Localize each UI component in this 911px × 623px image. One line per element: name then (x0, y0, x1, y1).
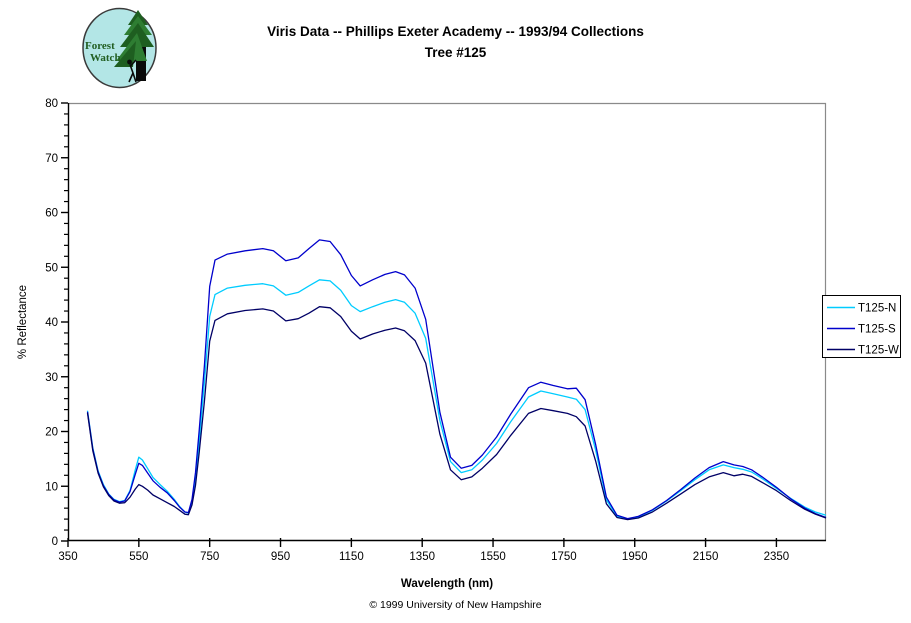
y-tick-label: 70 (45, 153, 58, 165)
copyright: © 1999 University of New Hampshire (369, 599, 542, 611)
title-line-1: Viris Data -- Phillips Exeter Academy --… (267, 24, 644, 39)
series-line-T125-S (86, 239, 827, 520)
plot-border (68, 102, 827, 541)
y-tick-label: 30 (45, 372, 58, 384)
x-tick-label: 550 (129, 551, 148, 563)
x-tick-label: 1750 (551, 551, 577, 563)
y-tick-label: 60 (45, 208, 58, 220)
x-tick-label: 2150 (693, 551, 719, 563)
legend-label: T125-N (858, 303, 896, 315)
x-tick-label: 1150 (339, 551, 364, 563)
x-tick-label: 1350 (409, 551, 435, 563)
y-tick-label: 20 (45, 427, 58, 439)
chart-title: Viris Data -- Phillips Exeter Academy --… (0, 21, 911, 63)
x-tick-label: 2350 (764, 551, 790, 563)
x-axis-title: Wavelength (nm) (401, 578, 493, 590)
legend: T125-N T125-S T125-W (822, 295, 901, 358)
y-axis-minor-ticks (64, 113, 68, 531)
y-tick-label: 80 (45, 98, 58, 110)
y-tick-label: 0 (52, 536, 58, 548)
forest-watch-logo: Forest Watch (82, 7, 157, 89)
series-line-T125-N (86, 279, 827, 520)
x-tick-label: 750 (200, 551, 219, 563)
logo-text-forest: Forest (85, 40, 115, 52)
x-axis-ticks: 350 550 750 950 1150 1350 1550 1750 1950 2150 2350 (58, 538, 789, 563)
legend-label: T125-S (858, 324, 896, 336)
x-tick-label: 950 (271, 551, 290, 563)
y-axis-title: % Reflectance (17, 285, 29, 359)
x-tick-label: 350 (58, 551, 77, 563)
y-tick-label: 40 (45, 317, 58, 329)
x-tick-label: 1550 (480, 551, 506, 563)
y-axis-ticks: 0 10 20 30 40 50 60 70 80 (45, 98, 68, 548)
y-tick-label: 10 (45, 481, 58, 493)
y-tick-label: 50 (45, 262, 58, 274)
axes (67, 103, 826, 542)
legend-label: T125-W (858, 345, 899, 357)
title-line-2: Tree #125 (424, 45, 487, 60)
x-tick-label: 1950 (622, 551, 648, 563)
logo-person (127, 59, 137, 83)
logo-text-watch: Watch (90, 52, 121, 64)
legend-box (822, 295, 901, 358)
series-line-T125-W (86, 306, 827, 521)
